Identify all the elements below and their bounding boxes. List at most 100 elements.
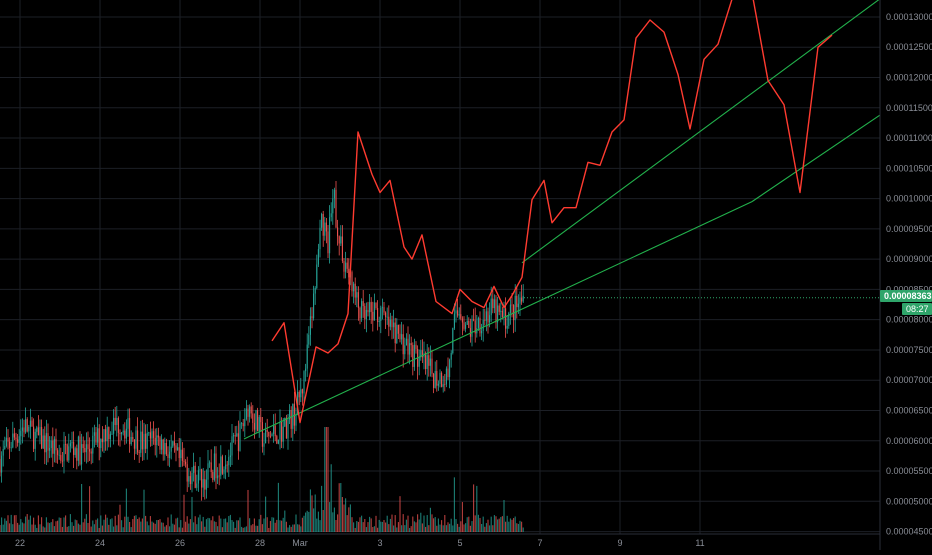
volume-bar	[433, 518, 435, 532]
volume-bar	[508, 521, 510, 532]
candle-body	[1, 455, 3, 473]
volume-bar	[417, 514, 419, 532]
volume-bar	[105, 514, 107, 532]
volume-bar	[329, 502, 331, 532]
volume-bar	[388, 524, 390, 532]
candle-body	[165, 442, 167, 455]
volume-bar	[213, 521, 215, 532]
candle-body	[170, 446, 172, 452]
candle-body	[341, 236, 343, 262]
y-tick-label: 0.00008500	[886, 284, 932, 294]
y-tick-label: 0.00005000	[886, 496, 932, 506]
trendlines[interactable]	[243, 0, 881, 440]
candle-body	[58, 454, 60, 456]
volume-bar	[185, 521, 187, 532]
x-tick-label: Mar	[292, 538, 308, 548]
candle-body	[413, 344, 415, 367]
volume-bar	[492, 525, 494, 532]
volume-bar	[138, 517, 140, 532]
volume-bar	[349, 504, 351, 532]
volume-bar	[87, 522, 89, 532]
candle-body	[458, 314, 460, 316]
volume-bar	[396, 527, 398, 532]
candle-body	[114, 417, 116, 425]
candle-body	[396, 324, 398, 344]
candle-body	[465, 324, 467, 329]
volume-bar	[405, 519, 407, 532]
candle-body	[229, 455, 231, 458]
trendline[interactable]	[243, 201, 753, 440]
volume-bar	[69, 514, 71, 532]
candle-body	[314, 288, 316, 294]
volume-bar	[161, 522, 163, 532]
candle-body	[69, 443, 71, 447]
volume-bar	[111, 518, 113, 532]
y-tick-label: 0.00006500	[886, 405, 932, 415]
candle-body	[255, 410, 257, 430]
projection-line[interactable]	[271, 0, 833, 424]
volume-bar	[47, 522, 49, 532]
candle-body	[482, 319, 484, 331]
candle-body	[250, 406, 252, 414]
candle-body	[29, 420, 31, 427]
candle-body	[84, 448, 86, 453]
candle-body	[113, 417, 115, 434]
projection-path[interactable]	[271, 0, 880, 424]
countdown-tag	[902, 303, 932, 315]
candle-body	[202, 479, 204, 488]
volume-bar	[306, 510, 308, 532]
volume-bar	[2, 524, 4, 532]
candle-body	[105, 429, 107, 442]
candle-body	[290, 410, 292, 429]
candle-body	[7, 437, 9, 442]
price-axis[interactable]: 0.00013000 0.00012500 0.00012000 0.00011500…	[879, 0, 932, 550]
volume-bar	[285, 521, 287, 532]
candle-body	[282, 426, 284, 442]
volume-bar	[345, 498, 347, 532]
trendline[interactable]	[521, 0, 880, 264]
volume-bar	[429, 507, 431, 532]
candle-body	[153, 431, 155, 438]
candle-body	[33, 426, 35, 449]
candle-body	[100, 438, 102, 448]
volume-bar	[481, 523, 483, 532]
candle-body	[89, 449, 91, 452]
candle-body	[329, 217, 331, 254]
y-tick-label: 0.00010500	[886, 163, 932, 173]
candle-body	[463, 322, 465, 329]
volume-bar	[385, 522, 387, 532]
candle-body	[346, 262, 348, 269]
candle-body	[133, 439, 135, 449]
candle-body	[460, 314, 462, 319]
trendline[interactable]	[751, 114, 881, 203]
volume-bar	[501, 516, 503, 532]
candle-body	[130, 436, 132, 445]
candle-body	[181, 449, 183, 461]
candle-body	[519, 297, 521, 304]
time-axis[interactable]: 22 24 26 28 Mar 3 5 7 9 11	[0, 533, 880, 548]
y-tick-label: 0.00009500	[886, 224, 932, 234]
y-tick-label: 0.00008000	[886, 315, 932, 325]
volume-bar	[57, 520, 59, 532]
volume-bar	[509, 518, 511, 532]
candle-body	[364, 306, 366, 320]
candle-body	[23, 427, 25, 433]
volume-bar	[261, 524, 263, 532]
candle-body	[439, 372, 441, 384]
volume-bar	[95, 519, 97, 532]
volume-bar	[380, 521, 382, 532]
volume-bar	[413, 521, 415, 532]
volume-bar	[391, 514, 393, 532]
volume-bar	[466, 517, 468, 532]
volume-bar	[44, 527, 46, 532]
candle-body	[196, 483, 198, 488]
volume-bar	[482, 516, 484, 532]
candle-body	[2, 449, 4, 456]
candle-body	[407, 338, 409, 355]
volume-bar	[151, 521, 153, 532]
volume-bar	[84, 518, 86, 532]
candle-body	[359, 307, 361, 319]
candle-body	[271, 433, 273, 437]
